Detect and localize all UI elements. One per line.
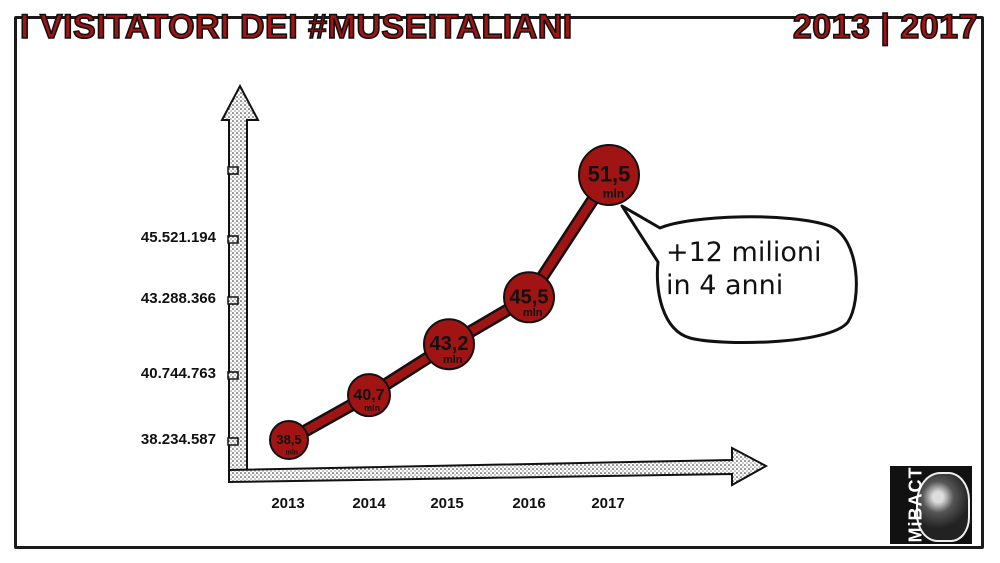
mibact-logo: MiBACT xyxy=(890,466,972,544)
data-label: 45,5 xyxy=(510,286,549,308)
data-point xyxy=(347,373,391,418)
y-tick-label: 40.744.763 xyxy=(140,365,216,382)
x-tick-label: 2015 xyxy=(430,495,464,512)
data-label: 43,2 xyxy=(430,333,469,355)
x-tick-label: 2017 xyxy=(591,495,625,512)
data-point xyxy=(423,318,475,371)
data-point xyxy=(578,144,640,206)
x-axis xyxy=(228,446,769,487)
callout-line-2: in 4 anni xyxy=(666,270,784,301)
data-unit-label: mln xyxy=(286,449,298,456)
y-tick-label: 38.234.587 xyxy=(140,431,216,448)
logo-text: MiBACT xyxy=(905,466,926,543)
data-label: 38,5 xyxy=(276,432,301,447)
data-point xyxy=(269,420,309,460)
callout-line-1: +12 milioni xyxy=(666,237,822,268)
data-unit-label: mln xyxy=(364,403,380,413)
y-tick-mark xyxy=(227,371,239,380)
y-tick-label: 45.521.194 xyxy=(140,229,216,246)
data-unit-label: mln xyxy=(603,187,624,201)
y-tick-mark xyxy=(227,235,239,244)
x-tick-label: 2016 xyxy=(512,495,546,512)
x-tick-label: 2014 xyxy=(352,495,386,512)
chart-title: I VISITATORI DEI #MUSEITALIANI xyxy=(19,7,573,47)
data-unit-label: mln xyxy=(523,307,543,319)
x-tick-label: 2013 xyxy=(271,495,305,512)
data-point xyxy=(503,271,555,324)
year-range-title: 2013 | 2017 xyxy=(792,7,978,47)
data-label: 40,7 xyxy=(353,387,384,404)
data-label: 51,5 xyxy=(588,162,631,187)
y-tick-mark xyxy=(227,166,239,175)
y-tick-mark xyxy=(227,296,239,305)
callout-text: +12 milioni in 4 anni xyxy=(666,236,822,302)
y-tick-label: 43.288.366 xyxy=(140,290,216,307)
data-unit-label: mln xyxy=(443,354,463,366)
y-tick-mark xyxy=(227,437,239,446)
chart-frame xyxy=(14,16,984,549)
logo-portrait xyxy=(916,472,970,542)
